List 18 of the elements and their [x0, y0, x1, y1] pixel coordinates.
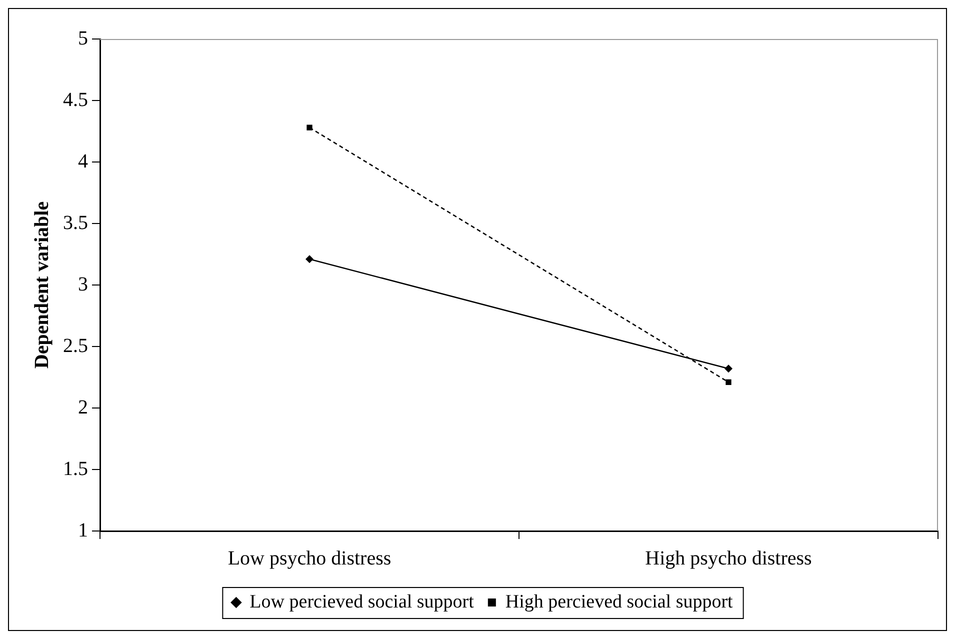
legend-label: Low percieved social support — [250, 591, 475, 612]
y-tick-label: 4.5 — [63, 88, 88, 111]
y-tick-label: 3 — [78, 273, 88, 296]
x-tick-label: Low psycho distress — [228, 547, 392, 570]
point — [724, 364, 732, 373]
y-tick-label: 1.5 — [63, 458, 88, 480]
y-axis-title: Dependent variable — [31, 201, 54, 369]
y-tick-label: 5 — [78, 27, 88, 50]
y-tick-label: 1 — [78, 519, 88, 542]
y-tick-label: 2 — [78, 396, 88, 418]
point — [306, 255, 314, 264]
x-tick-label: High psycho distress — [645, 547, 812, 570]
y-tick-label: 4 — [78, 150, 88, 172]
y-tick-label: 3.5 — [63, 212, 88, 234]
legend-label: High percieved social support — [505, 591, 734, 612]
y-tick-label: 2.5 — [63, 334, 88, 357]
point — [306, 124, 312, 130]
point — [726, 379, 732, 385]
